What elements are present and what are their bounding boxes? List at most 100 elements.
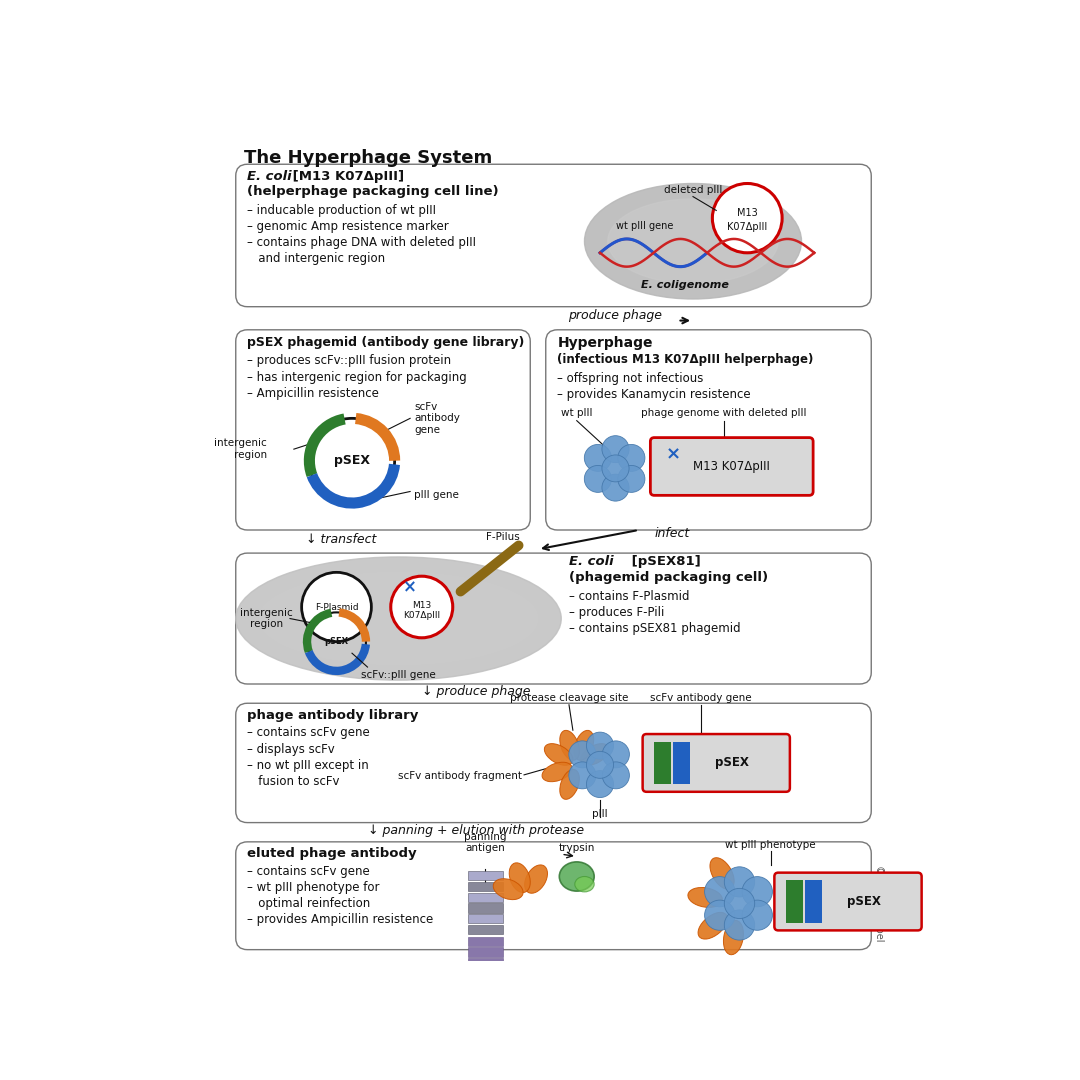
FancyBboxPatch shape	[774, 873, 921, 930]
Text: M13: M13	[413, 600, 431, 610]
Ellipse shape	[525, 865, 548, 893]
Bar	[469, 872, 503, 880]
Ellipse shape	[581, 744, 609, 766]
Bar	[469, 936, 503, 946]
Text: F-Pilus: F-Pilus	[486, 531, 519, 541]
Ellipse shape	[235, 557, 562, 680]
Text: – inducable production of wt pIII: – inducable production of wt pIII	[247, 203, 436, 216]
FancyBboxPatch shape	[235, 553, 872, 684]
Circle shape	[725, 910, 755, 940]
Text: – offspring not infectious: – offspring not infectious	[557, 373, 704, 386]
FancyBboxPatch shape	[650, 437, 813, 496]
Text: deleted pIII: deleted pIII	[664, 185, 723, 195]
Text: – no wt pIII except in: – no wt pIII except in	[247, 758, 369, 772]
Text: – has intergenic region for packaging: – has intergenic region for packaging	[247, 370, 468, 383]
Text: The Hyperphage System: The Hyperphage System	[243, 149, 491, 166]
Text: M13: M13	[737, 208, 758, 218]
Text: pSEX phagemid (antibody gene library): pSEX phagemid (antibody gene library)	[247, 336, 525, 349]
Ellipse shape	[544, 744, 572, 766]
Circle shape	[602, 435, 629, 462]
Circle shape	[742, 900, 772, 930]
Text: pSEX: pSEX	[334, 455, 370, 468]
Text: – contains pSEX81 phagemid: – contains pSEX81 phagemid	[569, 622, 741, 635]
Text: pIII gene: pIII gene	[414, 490, 459, 500]
Circle shape	[725, 889, 755, 919]
Ellipse shape	[559, 862, 594, 891]
Circle shape	[584, 465, 611, 492]
Text: panning
antigen: panning antigen	[464, 832, 507, 853]
Circle shape	[586, 752, 613, 779]
Text: pIII: pIII	[592, 809, 608, 819]
Text: ×: ×	[666, 445, 681, 463]
Text: ↓ panning + elution with protease: ↓ panning + elution with protease	[368, 824, 584, 837]
Bar	[469, 893, 503, 902]
Text: – contains scFv gene: – contains scFv gene	[247, 865, 370, 878]
Text: – contains F-Plasmid: – contains F-Plasmid	[569, 590, 689, 603]
Circle shape	[586, 771, 613, 797]
Circle shape	[569, 761, 596, 788]
Ellipse shape	[509, 863, 530, 892]
Text: infect: infect	[654, 527, 689, 540]
Text: M13 K07ΔpIII: M13 K07ΔpIII	[693, 460, 770, 473]
FancyBboxPatch shape	[235, 703, 872, 823]
Bar	[654, 742, 672, 784]
Text: intergenic
region: intergenic region	[241, 608, 293, 630]
Text: © Stefan Dübel: © Stefan Dübel	[874, 865, 885, 942]
Text: (phagemid packaging cell): (phagemid packaging cell)	[569, 571, 768, 584]
Bar	[469, 947, 503, 957]
Ellipse shape	[559, 769, 579, 799]
Text: pSEX: pSEX	[715, 756, 748, 769]
Text: E. coli: E. coli	[247, 170, 292, 183]
Circle shape	[586, 732, 613, 759]
Text: – provides Kanamycin resistence: – provides Kanamycin resistence	[557, 389, 751, 402]
Circle shape	[584, 445, 611, 471]
Text: and intergenic region: and intergenic region	[247, 252, 386, 265]
Text: – Ampicillin resistence: – Ampicillin resistence	[247, 387, 379, 400]
Circle shape	[602, 455, 629, 482]
Bar	[786, 880, 804, 922]
FancyBboxPatch shape	[235, 164, 872, 307]
Text: F-Plasmid: F-Plasmid	[314, 603, 359, 611]
Ellipse shape	[698, 913, 728, 940]
Bar	[469, 882, 503, 891]
Ellipse shape	[575, 877, 594, 892]
Text: wt pIII: wt pIII	[561, 408, 593, 418]
Circle shape	[603, 761, 630, 788]
Ellipse shape	[559, 730, 579, 760]
Text: eluted phage antibody: eluted phage antibody	[247, 847, 417, 861]
Circle shape	[391, 577, 453, 638]
Text: optimal reinfection: optimal reinfection	[247, 897, 370, 910]
Text: (infectious M13 K07ΔpIII helperphage): (infectious M13 K07ΔpIII helperphage)	[557, 353, 813, 366]
Text: – genomic Amp resistence marker: – genomic Amp resistence marker	[247, 219, 449, 232]
Text: E. coli​genome: E. coli​genome	[642, 280, 729, 289]
FancyBboxPatch shape	[643, 734, 789, 792]
Circle shape	[569, 741, 596, 768]
Ellipse shape	[688, 888, 723, 907]
Circle shape	[704, 900, 735, 930]
Circle shape	[725, 867, 755, 897]
Text: ↓ transfect: ↓ transfect	[306, 532, 376, 545]
Bar	[469, 915, 503, 923]
Text: – contains scFv gene: – contains scFv gene	[247, 727, 370, 740]
Circle shape	[742, 877, 772, 907]
Text: – produces scFv::pIII fusion protein: – produces scFv::pIII fusion protein	[247, 354, 451, 367]
Circle shape	[713, 184, 782, 253]
FancyBboxPatch shape	[235, 329, 530, 530]
Ellipse shape	[710, 858, 734, 889]
Text: ×: ×	[403, 579, 417, 597]
Text: pSEX: pSEX	[324, 637, 349, 646]
Text: [pSEX81]: [pSEX81]	[627, 555, 701, 568]
FancyBboxPatch shape	[235, 841, 872, 949]
Circle shape	[603, 741, 630, 768]
Text: – produces F-Pili: – produces F-Pili	[569, 606, 664, 619]
Bar	[805, 880, 822, 922]
Text: – displays scFv: – displays scFv	[247, 743, 335, 756]
FancyBboxPatch shape	[545, 329, 872, 530]
Bar	[469, 904, 503, 913]
Text: – provides Ampicillin resistence: – provides Ampicillin resistence	[247, 914, 434, 927]
Text: protease cleavage site: protease cleavage site	[510, 693, 629, 703]
Circle shape	[301, 572, 372, 642]
Ellipse shape	[542, 762, 572, 782]
Text: – wt pIII phenotype for: – wt pIII phenotype for	[247, 881, 380, 894]
Ellipse shape	[608, 199, 779, 284]
